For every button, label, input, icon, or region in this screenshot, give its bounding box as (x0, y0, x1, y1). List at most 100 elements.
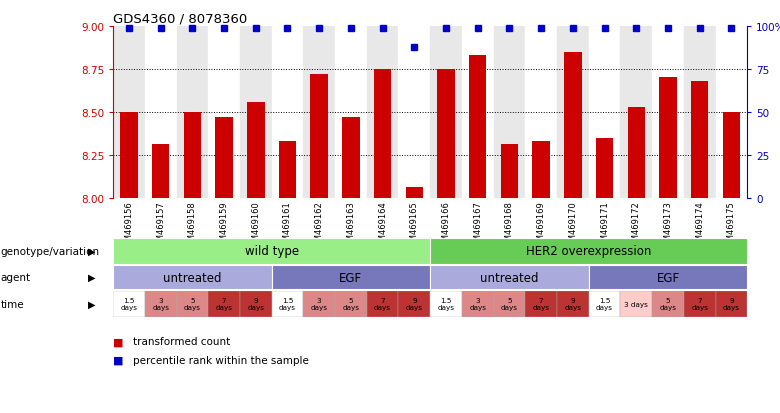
Bar (342, 118, 360, 198)
Text: HER2 overexpression: HER2 overexpression (526, 244, 651, 258)
Bar (431, 238, 747, 264)
Bar (399, 27, 431, 198)
Bar (557, 291, 589, 317)
Text: percentile rank within the sample: percentile rank within the sample (133, 355, 308, 365)
Text: 5
days: 5 days (184, 298, 201, 310)
Bar (557, 27, 589, 198)
Text: 5
days: 5 days (342, 298, 360, 310)
Bar (431, 266, 589, 290)
Bar (652, 27, 684, 198)
Text: 7
days: 7 days (533, 298, 550, 310)
Bar (406, 188, 423, 198)
Bar (145, 291, 176, 317)
Bar (431, 291, 462, 317)
Bar (620, 291, 652, 317)
Bar (462, 291, 494, 317)
Text: 3
days: 3 days (152, 298, 169, 310)
Text: untreated: untreated (163, 271, 222, 284)
Bar (564, 52, 582, 198)
Text: 7
days: 7 days (691, 298, 708, 310)
Bar (620, 27, 652, 198)
Text: 5
days: 5 days (659, 298, 676, 310)
Text: ▶: ▶ (88, 299, 96, 309)
Bar (438, 70, 455, 198)
Bar (652, 291, 684, 317)
Bar (208, 291, 240, 317)
Text: wild type: wild type (245, 244, 299, 258)
Bar (715, 27, 747, 198)
Bar (208, 27, 240, 198)
Bar (722, 113, 740, 198)
Text: 9
days: 9 days (723, 298, 740, 310)
Text: 9
days: 9 days (565, 298, 581, 310)
Bar (335, 291, 367, 317)
Text: 1.5
days: 1.5 days (596, 298, 613, 310)
Text: agent: agent (1, 273, 31, 282)
Bar (628, 107, 645, 198)
Bar (176, 291, 208, 317)
Bar (462, 27, 494, 198)
Bar (145, 27, 176, 198)
Text: 1.5
days: 1.5 days (438, 298, 455, 310)
Text: 1.5
days: 1.5 days (120, 298, 137, 310)
Bar (113, 27, 145, 198)
Bar (494, 27, 525, 198)
Bar (176, 27, 208, 198)
Text: EGF: EGF (657, 271, 679, 284)
Bar (367, 27, 399, 198)
Text: ■: ■ (113, 337, 123, 347)
Bar (501, 145, 518, 198)
Text: time: time (1, 299, 24, 309)
Text: 3
days: 3 days (470, 298, 486, 310)
Text: 9
days: 9 days (406, 298, 423, 310)
Bar (431, 27, 462, 198)
Bar (271, 27, 303, 198)
Bar (715, 291, 747, 317)
Bar (120, 113, 138, 198)
Bar (240, 291, 271, 317)
Bar (589, 266, 747, 290)
Bar (113, 266, 271, 290)
Bar (684, 27, 715, 198)
Text: 7
days: 7 days (374, 298, 391, 310)
Bar (215, 118, 232, 198)
Bar (335, 27, 367, 198)
Bar (399, 291, 431, 317)
Bar (240, 27, 271, 198)
Bar (113, 238, 431, 264)
Bar (271, 291, 303, 317)
Text: ▶: ▶ (88, 273, 96, 282)
Text: EGF: EGF (339, 271, 363, 284)
Bar (303, 291, 335, 317)
Text: 9
days: 9 days (247, 298, 264, 310)
Text: ■: ■ (113, 355, 123, 365)
Text: 5
days: 5 days (501, 298, 518, 310)
Bar (589, 27, 620, 198)
Bar (271, 266, 431, 290)
Bar (691, 82, 708, 198)
Bar (469, 56, 487, 198)
Text: genotype/variation: genotype/variation (1, 246, 100, 256)
Bar (374, 70, 392, 198)
Bar (303, 27, 335, 198)
Text: untreated: untreated (480, 271, 539, 284)
Bar (367, 291, 399, 317)
Bar (596, 138, 613, 198)
Bar (525, 291, 557, 317)
Bar (152, 145, 169, 198)
Bar (278, 142, 296, 198)
Text: ▶: ▶ (88, 246, 96, 256)
Bar (310, 75, 328, 198)
Text: 7
days: 7 days (215, 298, 232, 310)
Bar (659, 78, 677, 198)
Bar (113, 291, 145, 317)
Text: GDS4360 / 8078360: GDS4360 / 8078360 (113, 13, 247, 26)
Bar (589, 291, 620, 317)
Bar (525, 27, 557, 198)
Bar (494, 291, 525, 317)
Bar (183, 113, 201, 198)
Bar (684, 291, 715, 317)
Text: transformed count: transformed count (133, 337, 230, 347)
Bar (533, 142, 550, 198)
Text: 1.5
days: 1.5 days (279, 298, 296, 310)
